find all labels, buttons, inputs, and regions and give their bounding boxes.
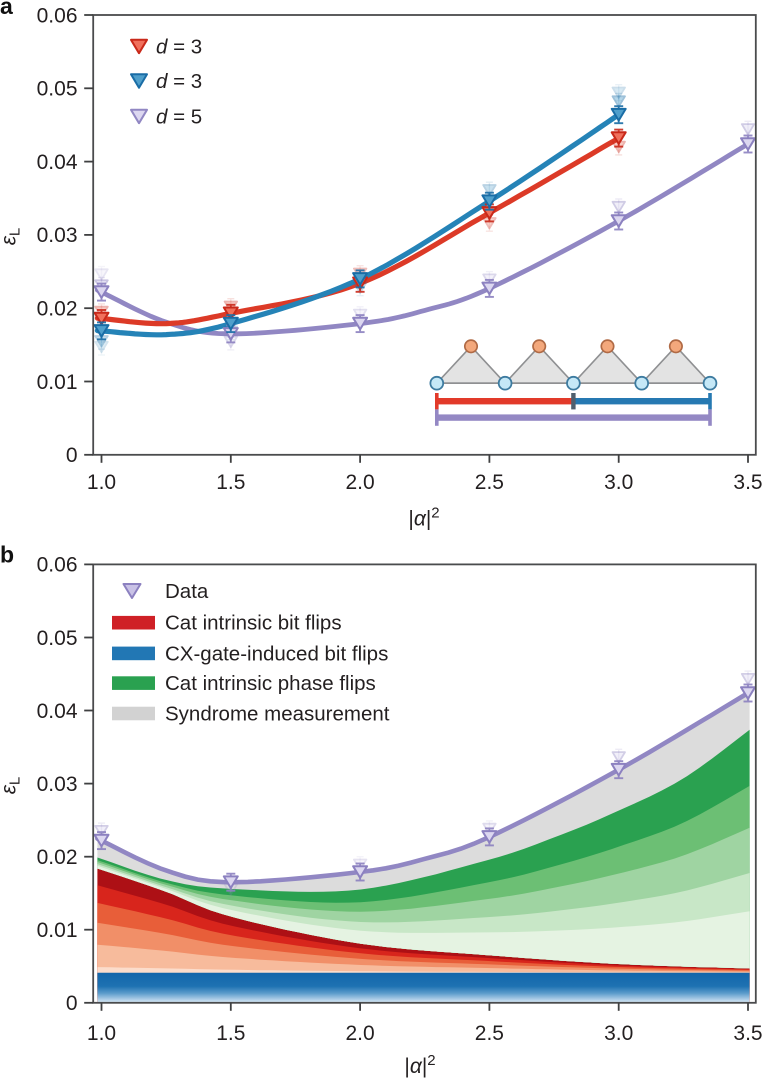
svg-text:3.5: 3.5: [733, 1022, 762, 1045]
svg-text:a: a: [0, 0, 13, 19]
svg-text:3.0: 3.0: [604, 1022, 633, 1045]
svg-text:d = 3: d = 3: [156, 70, 202, 93]
svg-text:0.03: 0.03: [37, 224, 78, 247]
svg-text:0.02: 0.02: [37, 846, 78, 869]
svg-text:Cat intrinsic phase flips: Cat intrinsic phase flips: [165, 672, 376, 695]
svg-text:0: 0: [66, 444, 78, 467]
svg-text:0.06: 0.06: [37, 554, 78, 577]
svg-text:CX-gate-induced bit flips: CX-gate-induced bit flips: [165, 642, 388, 665]
svg-text:0.01: 0.01: [37, 371, 78, 394]
svg-text:d = 3: d = 3: [156, 36, 202, 59]
svg-text:0: 0: [66, 992, 78, 1015]
svg-text:1.5: 1.5: [216, 1022, 245, 1045]
svg-text:0.05: 0.05: [37, 627, 78, 650]
svg-text:Syndrome measurement: Syndrome measurement: [165, 703, 390, 726]
svg-text:0.04: 0.04: [37, 151, 78, 174]
svg-text:3.5: 3.5: [733, 471, 762, 494]
svg-text:3.0: 3.0: [604, 471, 633, 494]
svg-text:0.03: 0.03: [37, 773, 78, 796]
svg-text:0.02: 0.02: [37, 298, 78, 321]
svg-text:2.5: 2.5: [475, 1022, 504, 1045]
svg-text:εL: εL: [0, 777, 24, 795]
svg-text:Data: Data: [165, 580, 209, 603]
svg-text:0.01: 0.01: [37, 919, 78, 942]
svg-text:0.04: 0.04: [37, 700, 78, 723]
svg-text:0.05: 0.05: [37, 78, 78, 101]
svg-text:1.0: 1.0: [87, 1022, 116, 1045]
svg-text:b: b: [0, 542, 14, 568]
svg-text:2.5: 2.5: [475, 471, 504, 494]
svg-text:εL: εL: [0, 228, 24, 246]
svg-text:2.0: 2.0: [345, 471, 374, 494]
svg-text:1.0: 1.0: [87, 471, 116, 494]
svg-text:Cat intrinsic bit flips: Cat intrinsic bit flips: [165, 612, 342, 635]
svg-text:d = 5: d = 5: [156, 106, 202, 129]
svg-text:2.0: 2.0: [345, 1022, 374, 1045]
svg-text:1.5: 1.5: [216, 471, 245, 494]
svg-text:0.06: 0.06: [37, 4, 78, 27]
